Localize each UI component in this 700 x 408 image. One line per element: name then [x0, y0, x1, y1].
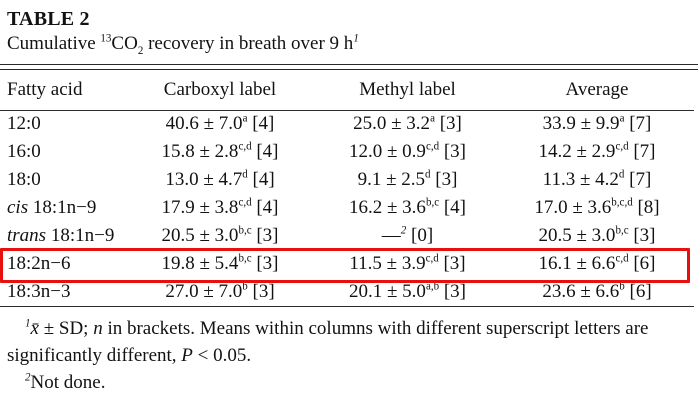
- carboxyl-cell: 15.8 ± 2.8c,d [4]: [161, 140, 279, 162]
- table-row: 18:0 13.0 ± 4.7d [4] 9.1 ± 2.5d [3] 11.3 ± …: [0, 166, 694, 194]
- carboxyl-cell: 17.9 ± 3.8c,d [4]: [161, 196, 279, 218]
- fatty-acid-cell: 12:0: [7, 113, 41, 135]
- table-row: cis 18:1n−9 17.9 ± 3.8c,d [4] 16.2 ± 3.6b,…: [0, 194, 694, 222]
- footnote-2: 2Not done.: [7, 369, 688, 396]
- table-row: 12:0 40.6 ± 7.0a [4] 25.0 ± 3.2a [3] 33.9 ±…: [0, 110, 694, 138]
- footnote-2-text: Not done.: [30, 371, 106, 393]
- methyl-cell: 25.0 ± 3.2a [3]: [353, 112, 462, 135]
- fatty-acid-cell: cis 18:1n−9: [7, 197, 97, 218]
- table-number-label: TABLE 2: [7, 8, 90, 30]
- caption-text-pre: Cumulative: [7, 33, 101, 54]
- average-cell: 14.2 ± 2.9c,d [7]: [538, 140, 656, 162]
- carboxyl-cell: 20.5 ± 3.0b,c [3]: [161, 224, 279, 246]
- carboxyl-cell: 13.0 ± 4.7d [4]: [165, 168, 275, 190]
- methyl-cell: 11.5 ± 3.9c,d [3]: [349, 252, 466, 274]
- fatty-acid-cell: trans 18:1n−9: [7, 225, 115, 246]
- table-row: 18:3n−3 27.0 ± 7.0b [3] 20.1 ± 5.0a,b [3] 2…: [0, 278, 694, 306]
- table-caption: Cumulative 13CO2 recovery in breath over…: [7, 30, 692, 58]
- caption-formula: CO: [111, 33, 138, 54]
- footnote-1-marker: 1: [25, 317, 31, 330]
- methyl-cell: 9.1 ± 2.5d [3]: [357, 168, 458, 190]
- caption-text-post: recovery in breath over 9 h: [143, 33, 354, 54]
- footnote-1-seg3: < 0.05.: [192, 344, 252, 366]
- methyl-cell: 12.0 ± 0.9c,d [3]: [349, 140, 466, 162]
- methyl-cell: —2 [0]: [381, 224, 434, 246]
- header-row: Fatty acid Carboxyl label Methyl label A…: [0, 70, 694, 111]
- footnote-1: 1x̄ ± SD; n in brackets. Means within co…: [7, 315, 688, 369]
- col-header-average: Average: [500, 70, 694, 111]
- fatty-acid-cell: 18:0: [7, 169, 41, 190]
- average-cell: 17.0 ± 3.6b,c,d [8]: [534, 196, 660, 218]
- footnote-1-seg1: ± SD;: [38, 317, 94, 339]
- methyl-cell: 16.2 ± 3.6b,c [4]: [349, 196, 466, 218]
- carboxyl-cell: 27.0 ± 7.0b [3]: [165, 280, 275, 302]
- average-cell: 33.9 ± 9.9a [7]: [542, 112, 652, 135]
- average-cell: 20.5 ± 3.0b,c [3]: [538, 224, 656, 246]
- col-header-fatty-acid: Fatty acid: [0, 70, 125, 111]
- average-cell: 11.3 ± 4.2d [7]: [542, 168, 652, 190]
- footnote-2-marker: 2: [25, 371, 31, 384]
- isotope-superscript: 13: [100, 32, 112, 45]
- average-cell: 23.6 ± 6.6b [6]: [542, 280, 652, 302]
- n-symbol: n: [93, 317, 103, 339]
- table-row: 18:2n−6 19.8 ± 5.4b,c [3] 11.5 ± 3.9c,d [3…: [0, 250, 694, 278]
- title-block: TABLE 2 Cumulative 13CO2 recovery in bre…: [0, 0, 700, 58]
- carboxyl-cell: 19.8 ± 5.4b,c [3]: [161, 252, 279, 274]
- table-row: trans 18:1n−9 20.5 ± 3.0b,c [3] —2 [0] 20.5…: [0, 222, 694, 250]
- fatty-acid-cell: 16:0: [7, 141, 41, 162]
- fatty-acid-cell: 18:3n−3: [7, 280, 71, 302]
- mean-symbol: x̄: [30, 317, 39, 339]
- carboxyl-cell: 40.6 ± 7.0a [4]: [165, 112, 275, 135]
- formula-subscript: 2: [137, 44, 144, 57]
- average-cell: 16.1 ± 6.6c,d [6]: [538, 252, 656, 274]
- col-header-carboxyl-label: Carboxyl label: [125, 70, 315, 111]
- col-header-methyl-label: Methyl label: [315, 70, 500, 111]
- table-body: 12:0 40.6 ± 7.0a [4] 25.0 ± 3.2a [3] 33.9 ±…: [0, 110, 694, 306]
- fatty-acid-cell: 18:2n−6: [7, 253, 71, 274]
- footnote-1-seg2: in brackets. Means within columns with d…: [7, 317, 649, 366]
- caption-footnote-marker: 1: [353, 32, 359, 45]
- recovery-table: Fatty acid Carboxyl label Methyl label A…: [0, 70, 694, 307]
- top-double-rule: [0, 64, 698, 70]
- table-row: 16:0 15.8 ± 2.8c,d [4] 12.0 ± 0.9c,d [3] 14…: [0, 138, 694, 166]
- methyl-cell: 20.1 ± 5.0a,b [3]: [349, 280, 466, 302]
- footnotes: 1x̄ ± SD; n in brackets. Means within co…: [0, 307, 698, 396]
- p-symbol: P: [181, 344, 193, 366]
